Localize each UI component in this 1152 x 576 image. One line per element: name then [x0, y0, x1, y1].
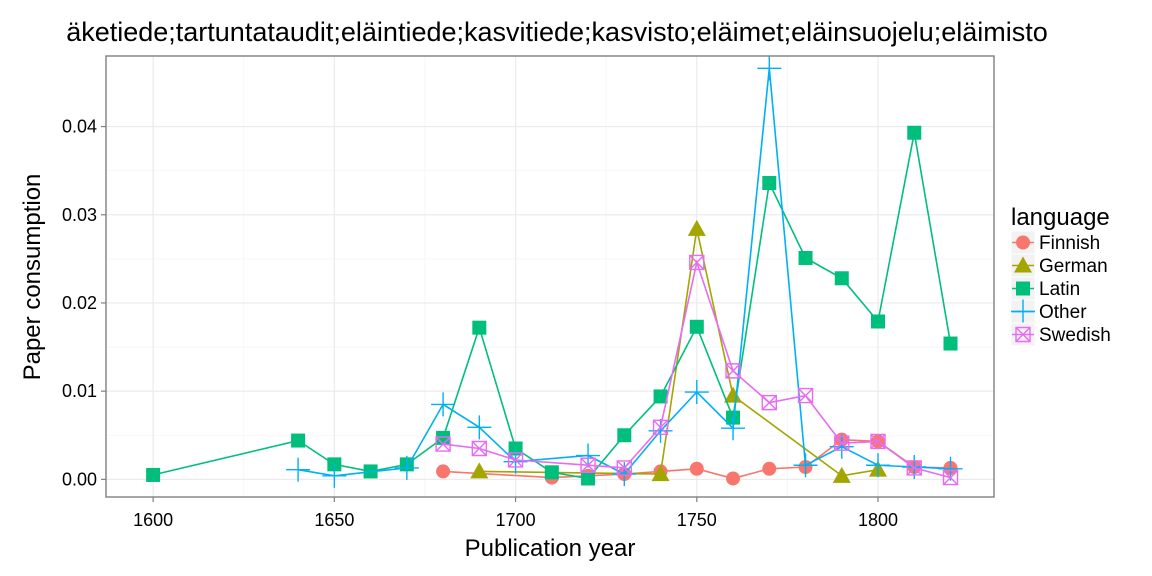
- point-other: [394, 455, 419, 480]
- point-swedish: [471, 440, 488, 457]
- x-tick-label: 1750: [677, 510, 717, 530]
- series-line-swedish: [443, 259, 951, 479]
- x-tick-label: 1600: [133, 510, 173, 530]
- point-swedish: [580, 457, 596, 473]
- point-other: [576, 443, 601, 468]
- series-line-latin: [152, 132, 952, 480]
- point-other: [793, 453, 818, 478]
- legend-key-marker: [1014, 256, 1032, 273]
- series-german: [470, 219, 888, 483]
- legend-label-swedish: Swedish: [1039, 325, 1111, 346]
- point-german: [470, 462, 489, 479]
- point-latin: [436, 430, 451, 445]
- point-swedish: [725, 363, 741, 379]
- point-swedish: [906, 460, 922, 476]
- x-tick-label: 1800: [858, 510, 898, 530]
- series-swedish: [435, 254, 959, 486]
- point-finnish: [762, 461, 777, 476]
- point-latin: [834, 271, 849, 286]
- point-swedish: [507, 452, 524, 468]
- point-swedish: [435, 436, 451, 452]
- legend-title: language: [1011, 204, 1110, 231]
- point-latin: [762, 176, 777, 191]
- point-latin: [146, 467, 161, 482]
- point-other: [431, 392, 456, 417]
- series-line-other: [297, 68, 951, 477]
- point-latin: [291, 433, 306, 448]
- y-tick-label: 0.02: [62, 293, 97, 313]
- point-swedish: [689, 254, 705, 271]
- legend-key-marker: [1011, 299, 1035, 324]
- point-latin: [544, 465, 559, 480]
- point-finnish: [436, 464, 451, 479]
- point-swedish: [870, 433, 886, 450]
- point-latin: [617, 428, 632, 443]
- point-other: [721, 416, 746, 441]
- grid: [106, 56, 994, 497]
- point-other: [322, 463, 347, 488]
- legend-key-finnish: [1010, 230, 1036, 255]
- axes: 1600 1650 1700 1750 1800 0.00 0.01 0.02 0.03 0.04: [62, 117, 898, 530]
- point-swedish: [616, 460, 633, 476]
- y-tick-label: 0.00: [62, 469, 97, 489]
- legend-key-latin: [1010, 276, 1036, 301]
- point-finnish: [726, 471, 741, 486]
- y-axis-title: Paper consumption: [19, 174, 46, 381]
- legend-label-german: German: [1039, 256, 1108, 277]
- point-latin: [907, 125, 922, 140]
- x-tick-label: 1700: [496, 510, 536, 530]
- legend-key-other: [1010, 299, 1036, 324]
- point-latin: [581, 471, 596, 486]
- legend-key-swedish: [1010, 322, 1036, 347]
- point-other: [866, 453, 891, 478]
- point-latin: [472, 320, 487, 335]
- series-latin: [146, 125, 958, 486]
- point-other: [612, 462, 637, 487]
- legend-key-marker: [1015, 326, 1031, 343]
- point-german: [724, 386, 743, 403]
- point-finnish: [689, 461, 704, 476]
- chart-title: äketiede;tartuntataudit;eläintiede;kasvi…: [66, 17, 1048, 47]
- plot-panel-border: [105, 55, 995, 498]
- point-latin: [508, 441, 523, 456]
- point-other: [648, 418, 673, 443]
- point-swedish: [942, 469, 959, 486]
- point-german: [651, 465, 670, 482]
- point-latin: [798, 250, 813, 265]
- y-tick-label: 0.03: [62, 205, 97, 225]
- legend-key-marker: [1016, 281, 1030, 296]
- point-other: [684, 380, 709, 405]
- point-latin: [653, 389, 668, 404]
- x-axis-title: Publication year: [465, 535, 636, 562]
- series-other: [286, 56, 963, 488]
- point-other: [829, 434, 854, 459]
- series-layer: [146, 56, 963, 488]
- point-swedish: [834, 435, 850, 451]
- point-latin: [943, 336, 958, 351]
- legend-key-marker: [1016, 235, 1030, 250]
- point-swedish: [797, 387, 814, 404]
- point-german: [832, 466, 851, 483]
- x-tick-label: 1650: [314, 510, 354, 530]
- legend-key-german: [1010, 253, 1036, 278]
- point-other: [503, 449, 528, 474]
- legend-label-finnish: Finnish: [1039, 233, 1100, 254]
- point-other: [286, 457, 311, 482]
- point-german: [687, 219, 706, 236]
- point-latin: [689, 319, 704, 334]
- y-tick-label: 0.04: [62, 117, 97, 137]
- y-tick-label: 0.01: [62, 381, 97, 401]
- legend-label-other: Other: [1039, 302, 1087, 323]
- point-latin: [871, 314, 886, 329]
- point-other: [467, 415, 492, 440]
- point-swedish: [652, 419, 669, 436]
- point-other: [757, 56, 782, 81]
- legend-label-latin: Latin: [1039, 279, 1080, 300]
- point-swedish: [761, 394, 777, 411]
